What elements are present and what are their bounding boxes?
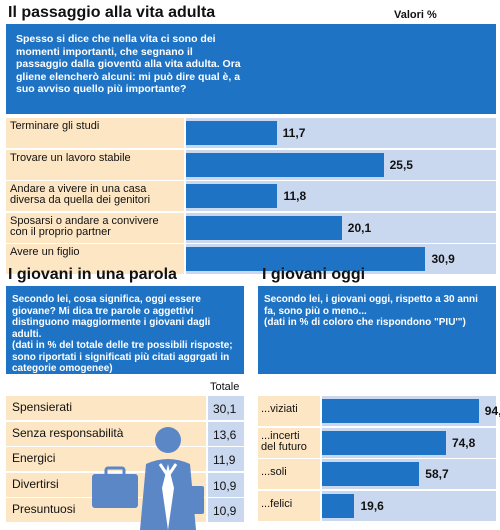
- passaggio-value: 30,9: [431, 252, 455, 266]
- oggi-label-text: ...soli: [261, 466, 287, 478]
- section3-question: Secondo lei, i giovani oggi, rispetto a …: [258, 290, 496, 374]
- section2-question: Secondo lei, cosa significa, oggi essere…: [6, 290, 244, 374]
- oggi-label: ...viziati: [258, 396, 320, 426]
- section1-question-text: Spesso si dice che nella vita ci sono de…: [16, 33, 241, 95]
- passaggio-value: 11,8: [283, 189, 307, 203]
- oggi-label: ...incerti del futuro: [258, 427, 320, 458]
- passaggio-label-text: con il proprio partner: [10, 225, 111, 238]
- oggi-value: 58,7: [425, 467, 449, 481]
- passaggio-label: Andare a vivere in una casa diversa da qu…: [6, 181, 184, 211]
- section2-rule: [6, 286, 244, 290]
- section2-title: I giovani in una parola: [8, 266, 177, 283]
- passaggio-label: Trovare un lavoro stabile: [6, 149, 184, 180]
- section2-question-text: Secondo lei, cosa significa, oggi essere…: [12, 294, 211, 340]
- section2-note: (dati in % del totale delle tre possibil…: [12, 340, 233, 374]
- oggi-value: 74,8: [451, 435, 476, 450]
- parola-value: 10,9: [208, 472, 244, 497]
- parola-label: Spensierati: [6, 396, 206, 420]
- oggi-label: ...felici: [258, 490, 320, 521]
- passaggio-value: 20,1: [347, 220, 372, 235]
- oggi-label-text: ...felici: [261, 497, 293, 510]
- oggi-bar: [322, 399, 479, 423]
- oggi-value: 94,6: [484, 404, 500, 418]
- passaggio-bar: [186, 152, 384, 177]
- oggi-bar: [322, 430, 446, 455]
- passaggio-bar: [186, 247, 426, 271]
- passaggio-label-text: Sposarsi o andare a convivere: [10, 214, 159, 227]
- people-icon: [92, 427, 204, 530]
- oggi-label: ...soli: [258, 459, 320, 489]
- section1-rule: [6, 24, 496, 28]
- totale-header: Totale: [210, 381, 240, 393]
- section1-question: Spesso si dice che nella vita ci sono de…: [6, 28, 496, 114]
- passaggio-bar: [186, 215, 342, 240]
- parola-value: 11,9: [208, 447, 244, 471]
- passaggio-label-text: diversa da quella dei genitori: [10, 194, 151, 206]
- passaggio-label-text: Trovare un lavoro stabile: [10, 151, 131, 164]
- passaggio-bar: [186, 121, 277, 145]
- passaggio-label-text: Andare a vivere in una casa: [10, 183, 147, 195]
- passaggio-label-text: Terminare gli studi: [10, 120, 100, 132]
- passaggio-label: Terminare gli studi: [6, 118, 184, 148]
- passaggio-bar: [186, 184, 278, 208]
- passaggio-value: 25,5: [389, 157, 413, 172]
- section3-note: (dati in % di coloro che rispondono "PIU…: [264, 317, 466, 328]
- oggi-value: 19,6: [360, 498, 384, 513]
- parola-value: 13,6: [208, 421, 244, 446]
- section3-title: I giovani oggi: [262, 266, 366, 283]
- passaggio-label: Avere un figlio: [6, 244, 184, 274]
- passaggio-label-text: Avere un figlio: [10, 246, 80, 258]
- parola-value: 30,1: [208, 396, 244, 420]
- section3-rule: [258, 286, 496, 290]
- passaggio-value: 11,7: [282, 126, 306, 140]
- section3-question-text: Secondo lei, i giovani oggi, rispetto a …: [264, 294, 478, 317]
- unit-label: Valori %: [394, 9, 437, 21]
- oggi-label-text: ...viziati: [261, 403, 298, 415]
- section1-title: Il passaggio alla vita adulta: [8, 4, 216, 21]
- oggi-bar: [322, 493, 355, 518]
- oggi-bar: [322, 462, 420, 486]
- parola-value: 10,9: [208, 498, 244, 522]
- passaggio-label: Sposarsi o andare a convivere con il prop…: [6, 212, 184, 243]
- oggi-label-text: ...incerti: [261, 429, 300, 442]
- oggi-label-text: del futuro: [261, 440, 307, 453]
